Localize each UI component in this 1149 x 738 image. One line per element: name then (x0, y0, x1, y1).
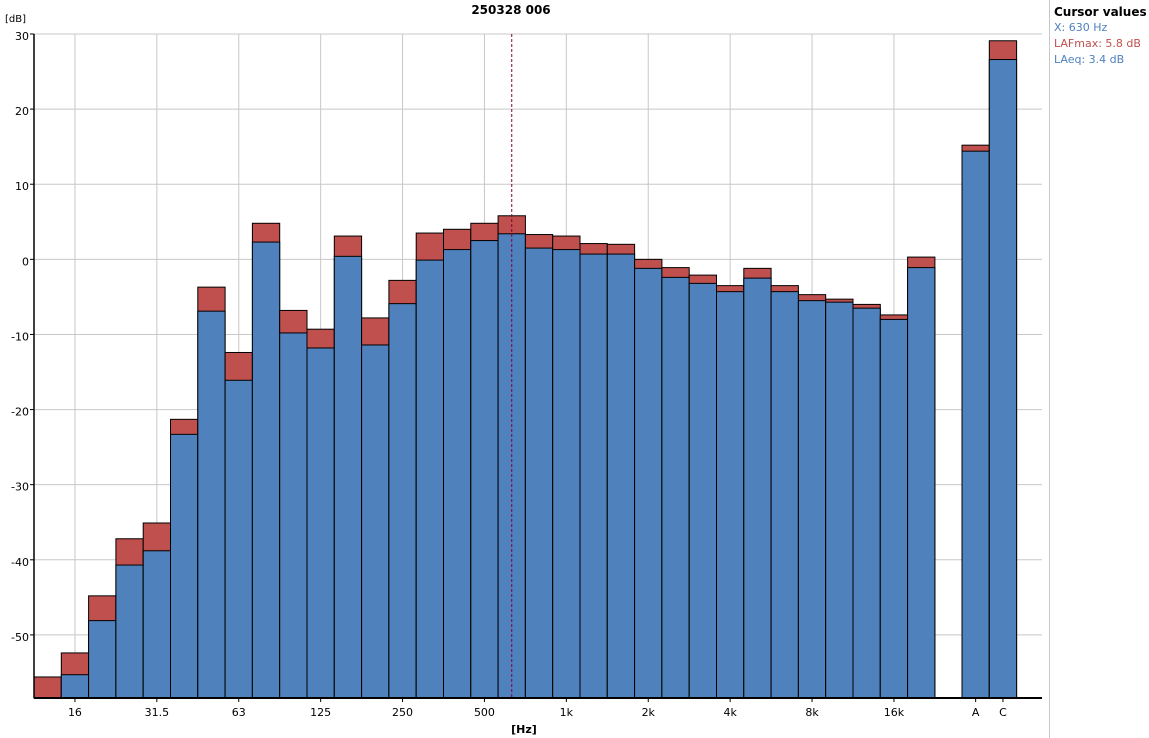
bar-laeq-4k (716, 291, 745, 699)
bar-laeq-50 (197, 310, 226, 699)
bar-laeq-10k (825, 301, 854, 699)
bar-laeq-16k (879, 318, 909, 699)
bar-laeq-20 (88, 620, 117, 699)
bar-laeq-63 (224, 379, 253, 699)
y-tick-label: 20 (15, 105, 29, 118)
bar-laeq-500 (470, 240, 499, 699)
spectrum-chart: 250328 006 [dB] [Hz] 30 20 10 0 -10 -20 -30 -40… (5, 3, 1042, 736)
x-axis-label: [Hz] (511, 723, 537, 736)
y-tick-label: -50 (11, 631, 29, 644)
cursor-lafmax-value: LAFmax: 5.8 dB (1054, 37, 1141, 50)
bar-laeq-1.25k (579, 253, 608, 699)
x-tick-label: 16 (68, 706, 82, 719)
bar-laeq-80 (251, 241, 281, 699)
bar-laeq-125 (306, 347, 335, 699)
cursor-laeq-value: LAeq: 3.4 dB (1054, 53, 1125, 66)
x-tick-label: A (972, 706, 980, 719)
bar-laeq-25 (115, 564, 144, 699)
y-axis-label: [dB] (5, 14, 26, 25)
bar-laeq-800 (524, 247, 554, 699)
y-tick-label: 10 (15, 180, 29, 193)
bar-laeq-200 (361, 344, 390, 699)
bar-laeq-2k (634, 267, 663, 699)
bar-laeq-31.5 (142, 550, 171, 699)
bar-laeq-400 (443, 249, 472, 699)
x-tick-label: 250 (392, 706, 413, 719)
x-tick-label: 31.5 (145, 706, 170, 719)
bar-laeq-1k (552, 249, 581, 699)
y-tick-label: 30 (15, 30, 29, 43)
y-tick-label: -40 (11, 556, 29, 569)
bar-laeq-250 (388, 303, 417, 699)
x-tick-label: C (999, 706, 1007, 719)
x-tick-label: 16k (884, 706, 905, 719)
x-tick-label: 2k (642, 706, 656, 719)
x-tick-label: 8k (805, 706, 819, 719)
bar-laeq-12.5k (852, 307, 881, 699)
bar-laeq-C (988, 59, 1018, 699)
y-tick-label: 0 (22, 255, 29, 268)
cursor-values-title: Cursor values (1054, 5, 1147, 19)
cursor-values-panel: Cursor values X: 630 Hz LAFmax: 5.8 dB L… (1049, 0, 1149, 738)
x-tick-label: 1k (560, 706, 574, 719)
bar-laeq-100 (279, 332, 308, 699)
bar-laeq-6.3k (770, 291, 799, 699)
x-tick-label: 4k (723, 706, 737, 719)
x-tick-label: 63 (232, 706, 246, 719)
bar-laeq-5k (743, 277, 772, 699)
bar-laeq-A (961, 150, 990, 699)
y-tick-label: -10 (11, 330, 29, 343)
bar-laeq-1.6k (606, 253, 636, 699)
bar-laeq-16 (60, 674, 90, 699)
y-tick-label: -30 (11, 481, 29, 494)
bar-lafmax-12.5 (33, 676, 62, 699)
bar-laeq-160 (333, 255, 363, 699)
bar-laeq-40 (170, 433, 199, 699)
cursor-x-value: X: 630 Hz (1054, 21, 1108, 34)
bar-laeq-3.15k (688, 282, 718, 699)
y-tick-label: -20 (11, 406, 29, 419)
x-tick-label: 500 (474, 706, 495, 719)
bar-laeq-20k (907, 267, 936, 699)
x-tick-label: 125 (310, 706, 331, 719)
chart-title: 250328 006 (471, 3, 550, 17)
bar-laeq-315 (415, 259, 445, 699)
bar-laeq-2.5k (661, 276, 690, 699)
bar-laeq-8k (797, 300, 827, 699)
